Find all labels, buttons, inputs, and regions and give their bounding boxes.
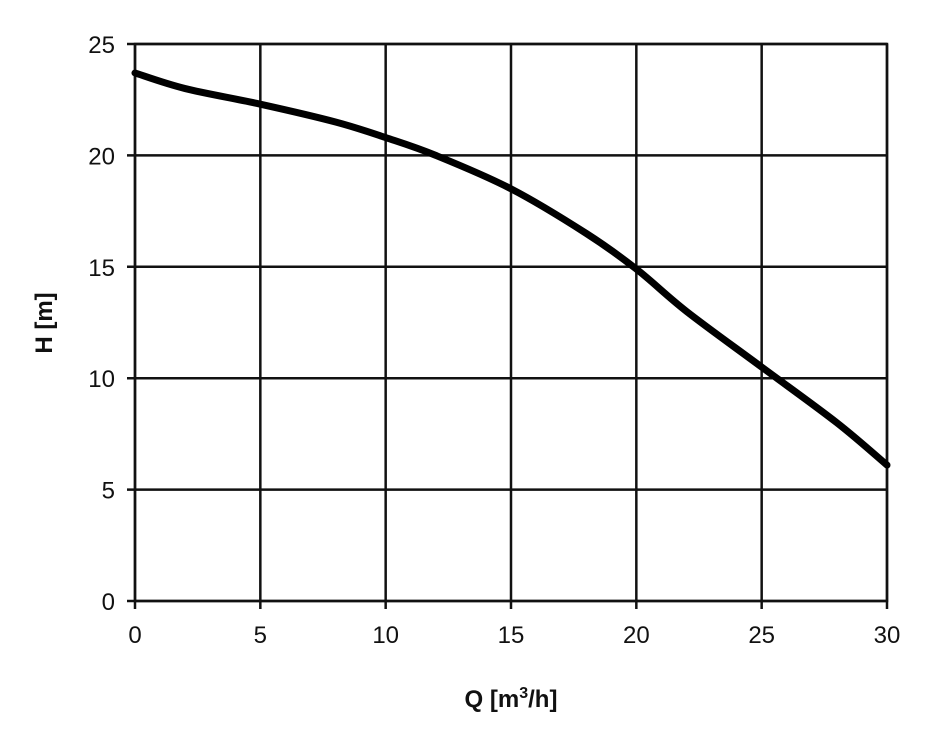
y-tick-label: 10 [88, 366, 115, 393]
x-tick-label: 0 [128, 622, 141, 649]
y-tick-label: 5 [102, 478, 115, 505]
x-tick-label: 25 [748, 622, 775, 649]
x-tick-label: 15 [498, 622, 525, 649]
y-tick-label: 25 [88, 32, 115, 59]
y-axis-ticks: 0 5 10 15 20 25 [88, 32, 115, 616]
x-tick-label: 20 [623, 622, 650, 649]
x-tick-label: 5 [254, 622, 267, 649]
y-axis-label: H [m] [31, 292, 58, 353]
y-tick-label: 20 [88, 143, 115, 170]
x-tick-label: 10 [372, 622, 399, 649]
series-line [131, 69, 891, 469]
x-axis-label: Q [m3/h] [465, 685, 558, 713]
x-tick-label: 30 [874, 622, 901, 649]
y-tick-label: 15 [88, 255, 115, 282]
plot-area-frame [133, 42, 889, 603]
chart-grid [127, 42, 889, 609]
y-tick-label: 0 [102, 589, 115, 616]
x-axis-ticks: 0 5 10 15 20 25 30 [128, 622, 900, 649]
